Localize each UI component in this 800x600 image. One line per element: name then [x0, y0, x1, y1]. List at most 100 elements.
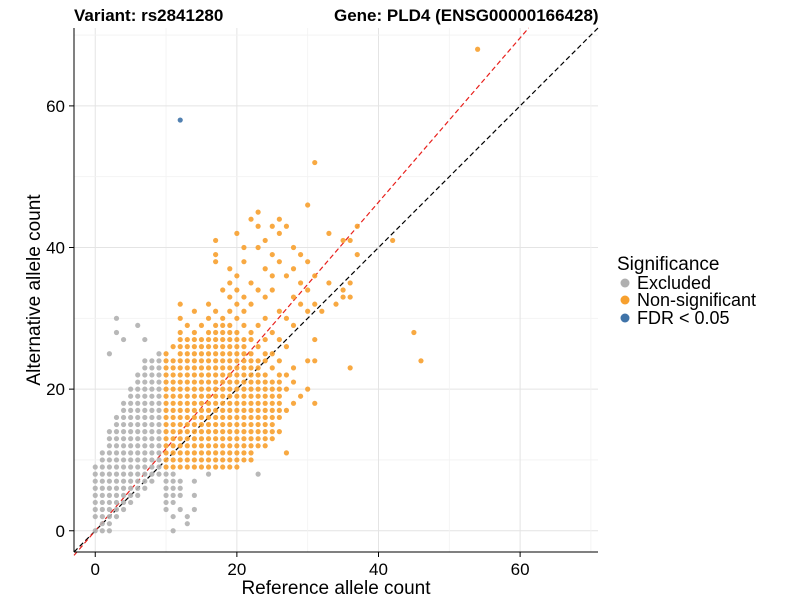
point-non-significant: [241, 372, 247, 378]
point-excluded: [149, 365, 155, 371]
point-non-significant: [163, 393, 169, 399]
point-excluded: [92, 464, 98, 470]
point-excluded: [135, 478, 141, 484]
point-non-significant: [213, 400, 219, 406]
point-non-significant: [184, 457, 190, 463]
point-non-significant: [170, 344, 176, 350]
point-non-significant: [205, 436, 212, 442]
point-excluded: [156, 372, 162, 378]
y-axis-label: Alternative allele count: [24, 194, 45, 386]
point-non-significant: [184, 344, 190, 350]
point-excluded: [113, 450, 120, 456]
point-non-significant: [177, 351, 183, 357]
point-non-significant: [227, 336, 233, 343]
point-non-significant: [255, 400, 261, 406]
point-non-significant: [213, 329, 219, 336]
point-non-significant: [205, 443, 212, 449]
point-excluded: [156, 358, 162, 364]
point-excluded: [106, 528, 113, 534]
point-excluded: [205, 471, 212, 477]
point-non-significant: [205, 336, 212, 343]
point-non-significant: [262, 315, 268, 321]
point-non-significant: [177, 443, 183, 449]
point-non-significant: [234, 443, 240, 449]
point-non-significant: [198, 436, 205, 442]
point-non-significant: [213, 450, 219, 456]
point-non-significant: [213, 393, 219, 399]
point-excluded: [156, 429, 162, 435]
point-non-significant: [220, 315, 226, 321]
point-excluded: [135, 414, 141, 421]
point-non-significant: [234, 393, 240, 399]
point-excluded: [142, 372, 148, 378]
point-non-significant: [213, 365, 219, 371]
point-excluded: [142, 358, 148, 364]
point-non-significant: [234, 230, 240, 236]
legend-swatch-non-significant: [620, 295, 630, 305]
point-excluded: [128, 492, 134, 498]
legend-swatch-fdr: [620, 313, 630, 323]
point-excluded: [120, 429, 127, 435]
point-excluded: [120, 485, 127, 491]
point-non-significant: [177, 344, 183, 350]
point-non-significant: [163, 386, 169, 392]
point-excluded: [163, 478, 169, 484]
point-non-significant: [220, 457, 226, 463]
point-excluded: [142, 429, 148, 435]
point-non-significant: [205, 351, 212, 357]
point-excluded: [120, 478, 127, 484]
point-non-significant: [184, 450, 190, 456]
point-non-significant: [227, 393, 233, 399]
point-excluded: [149, 372, 155, 378]
point-non-significant: [248, 429, 254, 435]
y-tick-label: 0: [56, 522, 65, 541]
point-non-significant: [163, 400, 169, 406]
point-non-significant: [220, 336, 226, 343]
point-non-significant: [227, 436, 233, 442]
point-non-significant: [163, 450, 169, 456]
point-non-significant: [241, 351, 247, 357]
point-non-significant: [262, 237, 268, 244]
point-excluded: [170, 478, 176, 484]
point-non-significant: [177, 450, 183, 456]
point-excluded: [163, 492, 169, 498]
point-non-significant: [170, 386, 176, 392]
point-non-significant: [234, 421, 240, 428]
point-non-significant: [198, 351, 205, 357]
point-excluded: [156, 393, 162, 399]
x-tick-label: 40: [369, 560, 388, 579]
point-excluded: [92, 478, 98, 484]
point-excluded: [149, 414, 155, 421]
point-non-significant: [177, 379, 183, 385]
point-non-significant: [241, 400, 247, 406]
point-excluded: [128, 443, 134, 449]
point-non-significant: [269, 386, 275, 392]
point-non-significant: [213, 251, 219, 258]
point-non-significant: [276, 393, 282, 399]
point-non-significant: [177, 365, 183, 371]
point-excluded: [128, 393, 134, 399]
point-excluded: [128, 407, 134, 413]
point-excluded: [99, 485, 105, 491]
point-non-significant: [191, 379, 197, 385]
point-non-significant: [191, 351, 197, 357]
point-non-significant: [184, 365, 190, 371]
point-non-significant: [220, 351, 226, 357]
point-excluded: [120, 492, 127, 498]
point-excluded: [120, 421, 127, 428]
point-non-significant: [248, 358, 254, 364]
point-excluded: [113, 414, 120, 421]
point-non-significant: [241, 336, 247, 343]
point-non-significant: [340, 287, 346, 293]
point-non-significant: [255, 209, 261, 215]
point-non-significant: [227, 457, 233, 463]
point-non-significant: [283, 273, 290, 279]
chart-title-variant: Variant: rs2841280: [74, 6, 223, 25]
point-non-significant: [220, 379, 226, 385]
legend-label-excluded: Excluded: [637, 273, 711, 293]
point-excluded: [106, 464, 113, 470]
point-non-significant: [220, 400, 226, 406]
point-excluded: [128, 457, 134, 463]
point-excluded: [128, 429, 134, 435]
point-non-significant: [255, 223, 261, 229]
